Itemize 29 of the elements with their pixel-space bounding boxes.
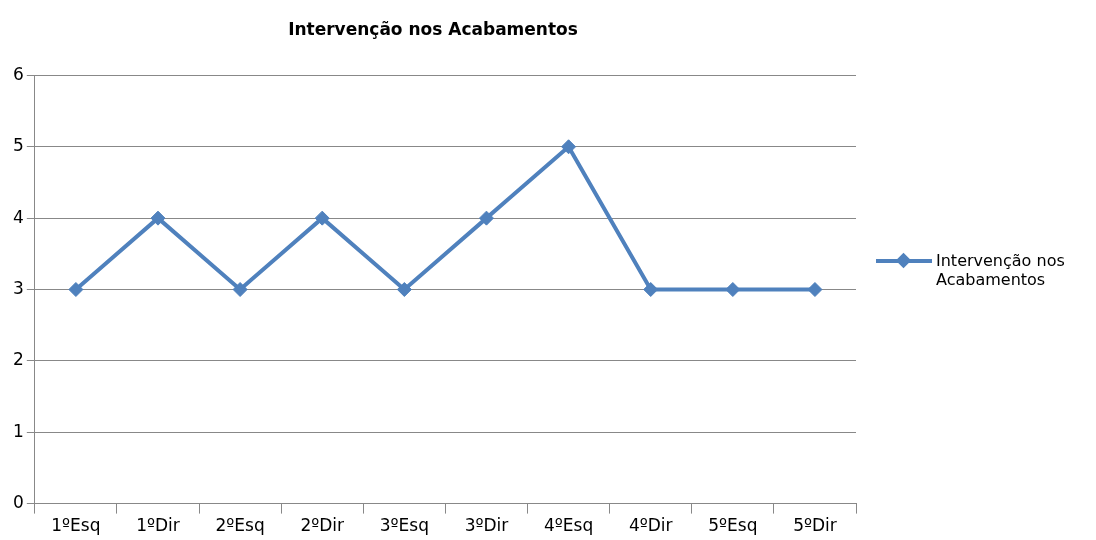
y-tick-label: 4 bbox=[12, 206, 24, 227]
point bbox=[396, 282, 412, 297]
y-tick-label: 0 bbox=[12, 492, 24, 513]
y-tick-label: 2 bbox=[12, 349, 24, 370]
point bbox=[561, 139, 577, 155]
x-tick-label: 2ºEsq bbox=[215, 515, 265, 536]
point bbox=[643, 282, 659, 297]
y-tick-label: 5 bbox=[12, 135, 24, 156]
y-tick-label: 6 bbox=[12, 63, 24, 84]
chart-title: Intervenção nos Acabamentos bbox=[288, 18, 578, 39]
y-tick-label: 1 bbox=[12, 420, 24, 441]
point bbox=[232, 282, 248, 297]
point bbox=[725, 282, 741, 297]
y-tick-label: 3 bbox=[12, 277, 24, 298]
x-tick-label: 5ºDir bbox=[793, 515, 837, 536]
point bbox=[150, 210, 166, 226]
point bbox=[314, 210, 330, 226]
x-tick-label: 3ºEsq bbox=[379, 515, 429, 536]
x-tick-label: 3ºDir bbox=[464, 515, 509, 536]
x-tick-label: 1ºDir bbox=[136, 515, 180, 536]
x-tick-label: 2ºDir bbox=[300, 515, 345, 536]
point bbox=[478, 210, 494, 226]
x-tick-label: 5ºEsq bbox=[708, 515, 758, 536]
x-tick-label: 1ºEsq bbox=[51, 515, 101, 536]
legend-label: Intervenção nos Acabamentos bbox=[936, 251, 1066, 289]
x-tick-label: 4ºDir bbox=[628, 515, 673, 536]
point bbox=[68, 282, 84, 297]
point bbox=[807, 282, 823, 297]
x-tick-label: 4ºEsq bbox=[543, 515, 594, 536]
